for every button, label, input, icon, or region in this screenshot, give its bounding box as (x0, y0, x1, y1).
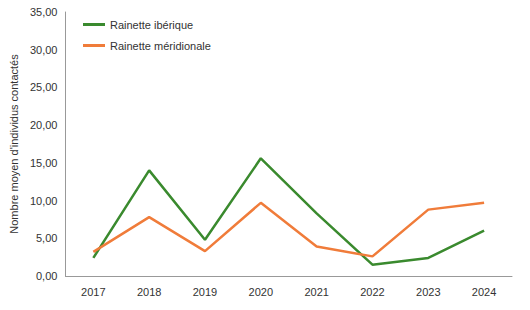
svg-text:2017: 2017 (81, 286, 105, 298)
svg-text:2019: 2019 (193, 286, 217, 298)
svg-text:15,00: 15,00 (30, 157, 58, 169)
svg-text:2020: 2020 (249, 286, 273, 298)
svg-text:30,00: 30,00 (30, 44, 58, 56)
svg-text:Rainette méridionale: Rainette méridionale (110, 40, 211, 52)
svg-text:20,00: 20,00 (30, 119, 58, 131)
svg-text:2023: 2023 (416, 286, 440, 298)
svg-text:35,00: 35,00 (30, 6, 58, 18)
svg-text:0,00: 0,00 (36, 270, 57, 282)
svg-text:Nombre moyen d'individus conta: Nombre moyen d'individus contactés (8, 54, 20, 234)
svg-text:2018: 2018 (137, 286, 161, 298)
svg-text:2022: 2022 (360, 286, 384, 298)
svg-text:2024: 2024 (472, 286, 496, 298)
svg-text:10,00: 10,00 (30, 195, 58, 207)
svg-text:25,00: 25,00 (30, 81, 58, 93)
svg-text:5,00: 5,00 (36, 232, 57, 244)
svg-text:Rainette ibérique: Rainette ibérique (110, 19, 193, 31)
svg-text:2021: 2021 (304, 286, 328, 298)
